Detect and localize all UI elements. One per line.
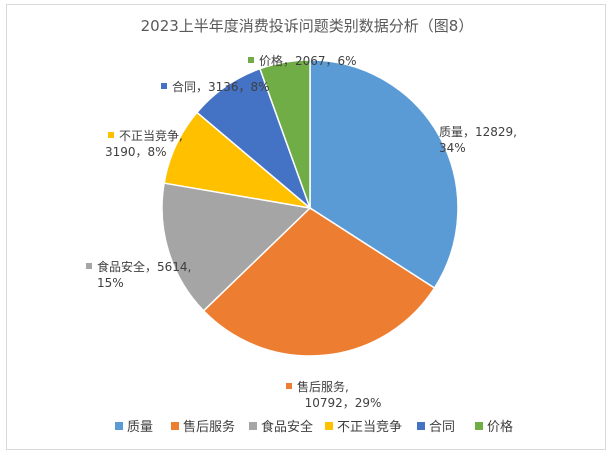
legend-label-unfair-competition: 不正当竞争 [337,419,402,435]
pie-slice-price [258,59,311,209]
legend-swatch-unfair-competition [325,422,333,430]
pie-chart: 2023上半年度消费投诉问题类别数据分析（图8） 质量，12829, 34% 售后服… [86,17,517,435]
data-label-value-unfair-competition: 3190，8% [105,145,167,159]
legend-label-price: 价格 [487,419,513,435]
data-label-quality: 质量，12829, [439,125,517,139]
data-label-price: 价格，2067，6% [259,53,357,68]
legend: 质量 售后服务 食品安全 不正当竞争 合同 价格 [115,419,513,435]
data-label-after-sales-service: 售后服务, [297,379,349,394]
data-label-value-quality: 34% [439,141,466,155]
legend-swatch-food-safety [249,422,257,430]
legend-label-quality: 质量 [127,420,153,435]
data-label-marker-quality [428,128,434,134]
data-labels: 质量，12829, 34% 售后服务, 10792，29% 食品安全，5614, 15% 不… [86,53,517,410]
legend-swatch-quality [115,422,123,430]
data-label-marker-contract [161,83,167,89]
legend-label-contract: 合同 [429,420,455,435]
data-label-marker-after-sales-service [286,383,292,389]
data-label-value-after-sales-service: 10792，29% [305,396,382,410]
data-label-food-safety: 食品安全，5614, [97,259,191,274]
pie-slices [161,59,459,357]
legend-swatch-contract [417,422,425,430]
data-label-unfair-competition: 不正当竞争, [119,129,183,143]
legend-label-food-safety: 食品安全 [261,419,313,435]
data-label-contract: 合同，3136，8% [172,79,270,94]
data-label-value-food-safety: 15% [97,276,124,290]
data-label-marker-unfair-competition [108,132,114,138]
data-label-marker-price [248,57,254,63]
chart-title: 2023上半年度消费投诉问题类别数据分析（图8） [141,17,474,35]
data-label-marker-food-safety [86,263,92,269]
pie-slice-after-sales-service [202,207,436,357]
legend-label-after-sales-service: 售后服务 [183,419,235,435]
pie-slice-food-safety [161,182,312,312]
legend-swatch-after-sales-service [171,422,179,430]
chart-frame: 2023上半年度消费投诉问题类别数据分析（图8） 质量，12829, 34% 售后服… [6,4,606,450]
legend-swatch-price [475,422,483,430]
